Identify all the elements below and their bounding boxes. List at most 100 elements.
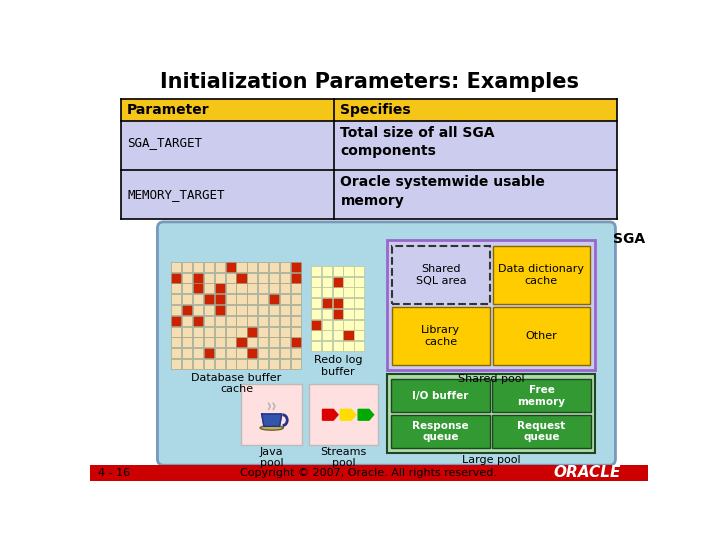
Bar [193, 327, 203, 336]
Bar [269, 273, 279, 283]
Text: MEMORY_TARGET: MEMORY_TARGET [127, 188, 225, 201]
Bar [354, 309, 364, 319]
Text: Initialization Parameters: Examples: Initialization Parameters: Examples [160, 72, 578, 92]
Text: Total size of all SGA
components: Total size of all SGA components [341, 126, 495, 158]
Bar [204, 273, 214, 283]
Bar [236, 294, 246, 304]
Bar [225, 348, 235, 358]
Bar [236, 348, 246, 358]
Bar [269, 294, 279, 304]
Bar [343, 341, 354, 351]
Bar [171, 348, 181, 358]
Bar [236, 327, 246, 336]
Bar [215, 338, 225, 347]
FancyBboxPatch shape [387, 374, 595, 453]
Bar [171, 305, 181, 315]
Text: Large pool: Large pool [462, 455, 521, 465]
Bar [215, 348, 225, 358]
Bar [291, 294, 301, 304]
Bar [193, 359, 203, 369]
Bar [322, 320, 332, 330]
Bar [269, 262, 279, 272]
Bar [171, 273, 181, 283]
Bar [236, 316, 246, 326]
Bar [311, 266, 321, 276]
Bar [333, 266, 343, 276]
Text: Streams
pool: Streams pool [320, 447, 367, 468]
Bar [182, 327, 192, 336]
FancyBboxPatch shape [310, 384, 378, 445]
FancyBboxPatch shape [492, 246, 590, 304]
Bar [333, 320, 343, 330]
Bar [121, 170, 617, 219]
Bar [225, 305, 235, 315]
Bar [258, 327, 269, 336]
Bar [215, 316, 225, 326]
Bar [248, 284, 258, 294]
FancyBboxPatch shape [392, 379, 490, 413]
Bar [311, 298, 321, 308]
Bar [343, 266, 354, 276]
Bar [322, 266, 332, 276]
Bar [311, 309, 321, 319]
Bar [121, 99, 617, 121]
Bar [322, 330, 332, 340]
Bar [182, 273, 192, 283]
Bar [171, 262, 181, 272]
Bar [258, 316, 269, 326]
Bar [291, 338, 301, 347]
Text: Java
pool: Java pool [260, 447, 284, 468]
Bar [280, 327, 290, 336]
Bar [354, 287, 364, 298]
Bar [291, 284, 301, 294]
Text: Specifies: Specifies [341, 103, 411, 117]
Bar [269, 327, 279, 336]
Bar [236, 359, 246, 369]
Text: Copyright © 2007, Oracle. All rights reserved.: Copyright © 2007, Oracle. All rights res… [240, 468, 498, 478]
Bar [182, 338, 192, 347]
Bar [291, 305, 301, 315]
Bar [225, 284, 235, 294]
Bar [215, 359, 225, 369]
Bar [269, 316, 279, 326]
Bar [291, 262, 301, 272]
Bar [182, 316, 192, 326]
Bar [258, 305, 269, 315]
Bar [90, 465, 648, 481]
Text: Oracle systemwide usable
memory: Oracle systemwide usable memory [341, 176, 545, 208]
Bar [280, 338, 290, 347]
Bar [258, 284, 269, 294]
Text: Redo log
buffer: Redo log buffer [314, 355, 362, 377]
Bar [311, 276, 321, 287]
Bar [193, 273, 203, 283]
Bar [280, 359, 290, 369]
Bar [182, 262, 192, 272]
Bar [343, 287, 354, 298]
Bar [171, 316, 181, 326]
Bar [204, 294, 214, 304]
Bar [248, 273, 258, 283]
Bar [354, 298, 364, 308]
Bar [193, 262, 203, 272]
Bar [280, 305, 290, 315]
Bar [204, 262, 214, 272]
Bar [258, 359, 269, 369]
Ellipse shape [260, 426, 284, 430]
Bar [225, 327, 235, 336]
Bar [291, 316, 301, 326]
Text: Data dictionary
cache: Data dictionary cache [498, 264, 584, 286]
Bar [204, 348, 214, 358]
Text: ORACLE: ORACLE [554, 465, 621, 481]
FancyBboxPatch shape [387, 240, 595, 370]
Bar [193, 348, 203, 358]
Bar [280, 316, 290, 326]
Bar [225, 316, 235, 326]
Bar [215, 294, 225, 304]
Bar [236, 273, 246, 283]
Bar [204, 327, 214, 336]
Text: SGA_TARGET: SGA_TARGET [127, 136, 202, 148]
Text: Response
queue: Response queue [413, 421, 469, 442]
Bar [236, 262, 246, 272]
Bar [280, 273, 290, 283]
Bar [322, 276, 332, 287]
